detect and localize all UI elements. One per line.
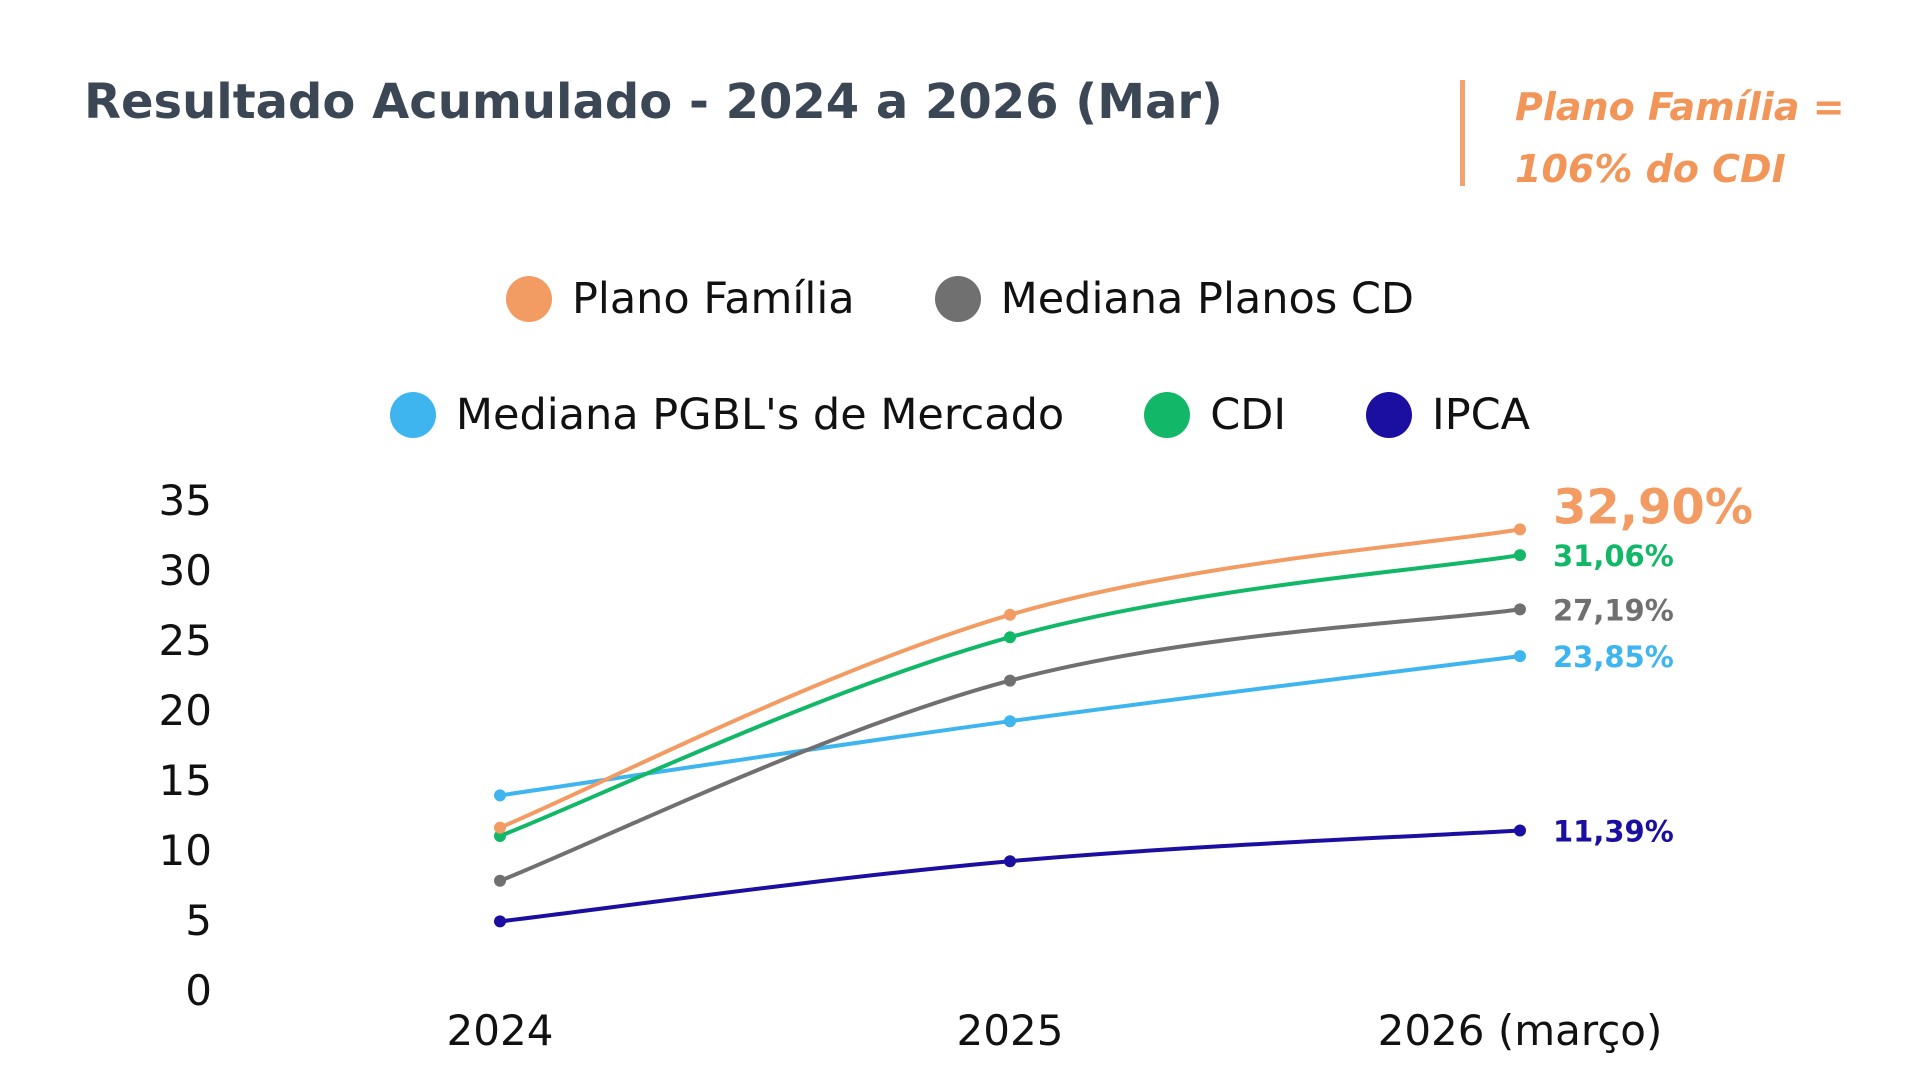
legend-item-mediana-planos-cd: Mediana Planos CD <box>934 274 1415 324</box>
line-ipca <box>498 828 1522 924</box>
point-mediana-pgbl-s-de-mercado-2026-marco <box>1514 650 1526 663</box>
x-tick-2025: 2025 <box>957 1006 1064 1055</box>
end-label-ipca: 11,39% <box>1553 815 1674 849</box>
y-tick-35: 35 <box>159 476 212 525</box>
legend-item-ipca: IPCA <box>1366 390 1530 440</box>
series-points <box>494 523 1526 928</box>
legend-row-2: Mediana PGBL's de Mercado CDI IPCA <box>0 390 1920 440</box>
legend-marker-ipca <box>1366 392 1413 438</box>
y-tick-15: 15 <box>159 756 212 805</box>
end-label-mediana-pgbl-s-de-mercado: 23,85% <box>1553 640 1674 674</box>
legend-item-cdi: CDI <box>1144 390 1286 440</box>
legend-item-mediana-pgbl: Mediana PGBL's de Mercado <box>389 390 1065 440</box>
point-mediana-planos-cd-2025 <box>1004 674 1016 687</box>
legend-row-1: Plano Família Mediana Planos CD <box>0 274 1920 324</box>
callout-text: Plano Família = 106% do CDI <box>1515 85 1845 191</box>
point-plano-familia-2026-marco <box>1514 523 1526 536</box>
point-cdi-2024 <box>494 830 506 842</box>
point-cdi-2025 <box>1004 631 1016 644</box>
x-tick-2024: 2024 <box>447 1006 554 1055</box>
x-axis: 2024 2025 2026 (março) <box>447 1006 1663 1055</box>
legend-label-mediana-pgbl: Mediana PGBL's de Mercado <box>455 390 1065 440</box>
point-cdi-2026-marco <box>1514 549 1526 562</box>
line-cdi <box>498 553 1522 838</box>
legend-marker-mediana-planos-cd <box>934 276 981 322</box>
legend-marker-mediana-pgbl <box>389 392 436 438</box>
point-mediana-pgbl-s-de-mercado-2025 <box>1004 715 1016 728</box>
point-plano-familia-2024 <box>494 821 506 834</box>
chart-title: Resultado Acumulado - 2024 a 2026 (Mar) <box>84 74 1223 130</box>
legend-marker-plano-familia <box>505 276 552 322</box>
y-tick-0: 0 <box>185 966 212 1015</box>
end-label-plano-familia: 32,90% <box>1553 479 1753 535</box>
x-tick-2026-marco: 2026 (março) <box>1378 1006 1663 1055</box>
end-labels: 32,90% 27,19% 23,85% 31,06% 11,39% <box>1553 479 1753 848</box>
legend-label-cdi: CDI <box>1210 390 1287 440</box>
point-ipca-2024 <box>494 915 506 928</box>
callout-divider <box>1460 80 1465 186</box>
point-plano-familia-2025 <box>1004 608 1016 621</box>
y-tick-25: 25 <box>159 616 212 665</box>
end-label-mediana-planos-cd: 27,19% <box>1553 593 1674 627</box>
legend-marker-cdi <box>1144 392 1191 438</box>
point-mediana-planos-cd-2024 <box>494 874 506 887</box>
point-ipca-2026-marco <box>1514 824 1526 837</box>
end-label-cdi: 31,06% <box>1553 539 1674 573</box>
legend-label-ipca: IPCA <box>1432 390 1531 440</box>
point-ipca-2025 <box>1004 855 1016 868</box>
y-tick-5: 5 <box>185 896 212 945</box>
legend-item-plano-familia: Plano Família <box>505 274 855 324</box>
y-tick-10: 10 <box>159 826 212 875</box>
y-tick-20: 20 <box>159 686 212 735</box>
y-tick-30: 30 <box>159 546 212 595</box>
y-axis: 0 5 10 15 20 25 30 35 <box>159 476 212 1015</box>
point-mediana-planos-cd-2026-marco <box>1514 603 1526 616</box>
legend-label-plano-familia: Plano Família <box>571 274 855 324</box>
point-mediana-pgbl-s-de-mercado-2024 <box>494 789 506 802</box>
legend-label-mediana-planos-cd: Mediana Planos CD <box>1000 274 1415 324</box>
